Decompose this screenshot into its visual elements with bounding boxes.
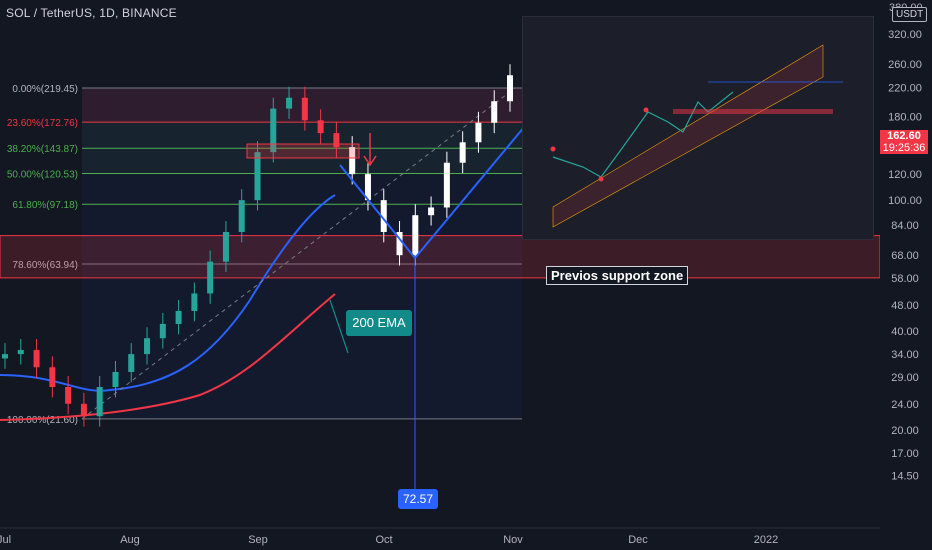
candle-body <box>191 293 198 311</box>
candle-body <box>144 338 151 355</box>
candle-body <box>380 200 387 232</box>
price-tick-label: 14.50 <box>891 471 919 483</box>
candle-body <box>333 133 340 148</box>
candlestick-series <box>2 64 513 427</box>
symbol-title: SOL / TetherUS, 1D, BINANCE <box>6 6 177 20</box>
time-tick-label: Oct <box>375 534 392 546</box>
support-zone-rect <box>0 235 881 279</box>
chart-background <box>82 88 522 419</box>
fib-trend-line <box>81 87 516 420</box>
price-tick-label: 180.00 <box>888 111 922 123</box>
candle-body <box>428 207 435 216</box>
candle-body <box>270 108 277 153</box>
candle-body <box>286 97 293 109</box>
down-arrow-head <box>363 155 377 167</box>
candle-body <box>238 200 245 232</box>
target-price-label: 72.57 <box>398 489 438 509</box>
candle-body <box>175 310 182 324</box>
fib-level-label: 23.60%(172.76) <box>7 118 78 129</box>
time-tick-label: Jul <box>0 534 11 546</box>
price-axis-bg <box>880 0 932 550</box>
price-tick-label: 100.00 <box>888 195 922 207</box>
fib-level-label: 50.00%(120.53) <box>7 170 78 181</box>
candle-body <box>33 349 40 368</box>
inset-chart <box>550 44 843 228</box>
price-axis: 320.00 260.00 220.00 180.00 120.00 100.00 84.0… <box>880 0 932 550</box>
candle-body <box>443 162 450 208</box>
ema-lines <box>0 87 516 421</box>
candle-body <box>317 120 324 134</box>
ema-fast-line <box>0 194 336 392</box>
price-tick-label: 120.00 <box>888 169 922 181</box>
ema-200-callout: 200 EMA <box>346 310 412 336</box>
price-tick-label: 220.00 <box>888 83 922 95</box>
candle-body <box>364 174 371 201</box>
price-tick-label: 58.00 <box>891 273 919 285</box>
candle-body <box>412 215 419 256</box>
time-axis: Jul Aug Sep Oct Nov Dec 2022 <box>0 527 880 546</box>
price-tick-label: 34.00 <box>891 349 919 361</box>
projection-drawings <box>246 119 531 500</box>
price-tick-label: 24.00 <box>891 399 919 411</box>
fib-level-label: 61.80%(97.18) <box>12 200 78 211</box>
current-price-tag: 162.60 <box>880 130 928 142</box>
candle-body <box>128 354 135 372</box>
candle-body <box>80 403 87 417</box>
ema-200-line <box>0 293 336 421</box>
price-tick-label: 260.00 <box>888 59 922 71</box>
fib-area-bg <box>82 88 522 419</box>
candle-body <box>254 152 261 201</box>
fib-level-label: 0.00%(219.45) <box>12 84 78 95</box>
time-tick-label: Nov <box>503 534 523 546</box>
resistance-box <box>246 143 360 159</box>
currency-badge[interactable]: USDT <box>892 7 928 22</box>
time-tick-label: Dec <box>628 534 648 546</box>
candle-body <box>96 386 103 417</box>
fib-level-label: 100.00%(21.60) <box>7 415 78 426</box>
time-tick-label: Sep <box>248 534 268 546</box>
candle-body <box>207 261 214 294</box>
price-tick-label: 320.00 <box>888 29 922 41</box>
candle-body <box>507 75 513 102</box>
price-tick-label: 29.00 <box>891 372 919 384</box>
candle-body <box>459 142 466 163</box>
time-tick-label: Aug <box>120 534 140 546</box>
candle-body <box>159 323 166 339</box>
support-zone-label: Previos support zone <box>546 266 689 285</box>
candle-body <box>2 354 8 359</box>
price-tick-label: 84.00 <box>891 220 919 232</box>
price-tick-label: 20.00 <box>891 425 919 437</box>
candle-body <box>222 231 229 262</box>
candle-body <box>17 349 24 355</box>
candle-body <box>112 371 119 387</box>
price-tick-label: 48.00 <box>891 300 919 312</box>
time-tick-label: 2022 <box>754 534 778 546</box>
candle-body <box>396 231 403 256</box>
candle-body <box>349 147 356 175</box>
candle-body <box>491 101 498 123</box>
price-tick-label: 17.00 <box>891 448 919 460</box>
candle-body <box>49 367 56 387</box>
candle-body <box>65 386 72 404</box>
ema-callout-pointer <box>329 299 349 354</box>
fib-level-label: 78.60%(63.94) <box>12 260 78 271</box>
price-tick-label: 40.00 <box>891 326 919 338</box>
price-tick-label: 68.00 <box>891 250 919 262</box>
inset-chart-thumbnail <box>522 16 874 240</box>
candle-body <box>475 122 482 143</box>
support-zone <box>0 235 881 279</box>
candle-body <box>301 97 308 121</box>
countdown-tag: 19:25:36 <box>880 142 928 154</box>
fib-level-label: 38.20%(143.87) <box>7 144 78 155</box>
